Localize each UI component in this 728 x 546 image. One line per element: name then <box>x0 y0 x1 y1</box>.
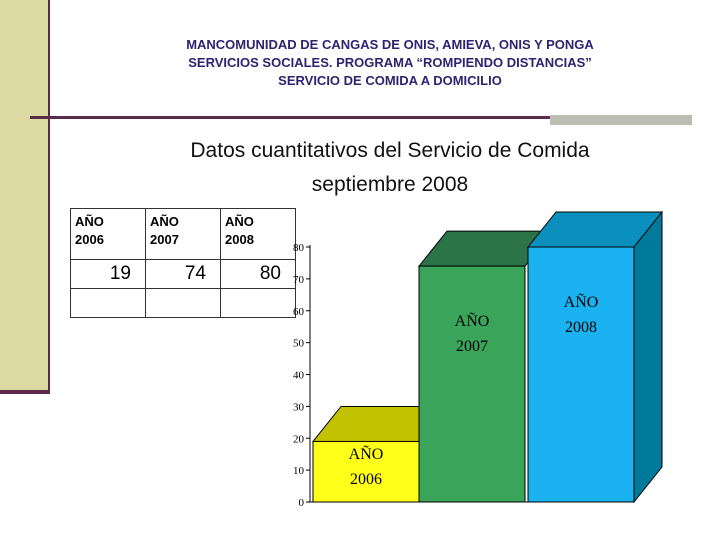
header-line-2: SERVICIOS SOCIALES. PROGRAMA “ROMPIENDO … <box>188 55 592 70</box>
table-header-cell: AÑO 2007 <box>145 208 221 260</box>
subtitle-line-2: septiembre 2008 <box>311 173 469 196</box>
bar-label: AÑO <box>564 293 599 311</box>
bar-side-face <box>633 210 663 504</box>
table-cell: 74 <box>145 259 221 289</box>
y-tick-label: 40 <box>293 370 305 382</box>
bar-label: 2008 <box>565 319 597 336</box>
sidebar-divider <box>0 390 50 394</box>
table-row-empty <box>70 288 296 318</box>
slide-subtitle: Datos cuantitativos del Servicio de Comi… <box>110 134 670 202</box>
bar <box>418 265 526 503</box>
table-cell: 19 <box>70 259 146 289</box>
table-header-row: AÑO 2006 AÑO 2007 AÑO 2008 <box>70 208 296 260</box>
header-line-1: MANCOMUNIDAD DE CANGAS DE ONIS, AMIEVA, … <box>186 37 594 52</box>
y-tick-label: 60 <box>293 306 305 318</box>
bar-chart: 0 10 20 30 40 50 60 70 80 AÑO 2006 AÑO 2007 AÑO 2008 <box>293 210 664 509</box>
y-tick-label: 70 <box>293 274 305 286</box>
y-tick-label: 50 <box>293 338 305 350</box>
decorative-sidebar <box>0 0 50 392</box>
data-table: AÑO 2006 AÑO 2007 AÑO 2008 19 74 80 <box>70 208 296 318</box>
header-rule <box>30 116 550 119</box>
subtitle-line-1: Datos cuantitativos del Servicio de Comi… <box>190 139 590 162</box>
bar <box>527 246 635 503</box>
table-header-cell: AÑO 2008 <box>220 208 296 260</box>
header-rule-accent <box>550 115 692 125</box>
y-tick-label: 20 <box>293 433 305 445</box>
y-tick-label: 10 <box>293 465 305 477</box>
bar-label: 2007 <box>456 338 488 355</box>
slide-header: MANCOMUNIDAD DE CANGAS DE ONIS, AMIEVA, … <box>110 36 670 90</box>
table-row: 19 74 80 <box>70 259 296 289</box>
bar <box>312 440 420 503</box>
header-line-3: SERVICIO DE COMIDA A DOMICILIO <box>278 73 502 88</box>
bar-label: 2006 <box>350 471 382 488</box>
y-tick-label: 80 <box>293 242 305 254</box>
table-header-cell: AÑO 2006 <box>70 208 146 260</box>
bar-label: AÑO <box>455 312 490 330</box>
y-tick-label: 30 <box>293 401 305 413</box>
y-tick-label: 0 <box>299 497 305 509</box>
bar-label: AÑO <box>349 445 384 463</box>
